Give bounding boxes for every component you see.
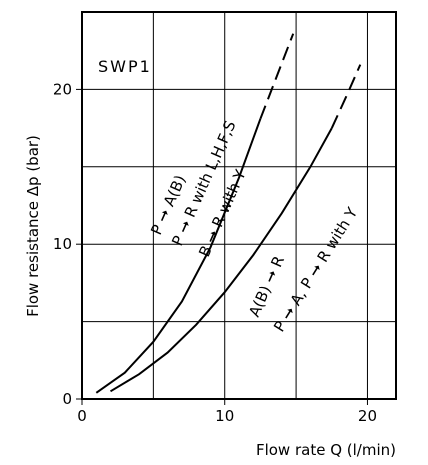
chart-title: SWP1 — [98, 57, 152, 76]
x-axis-label: Flow rate Q (l/min) — [256, 441, 396, 459]
grid — [82, 12, 396, 399]
y-tick-label: 10 — [53, 235, 72, 253]
plot-frame — [81, 11, 397, 400]
y-tick-label: 0 — [62, 390, 72, 408]
x-tick-label: 20 — [358, 407, 377, 425]
y-tick-label: 20 — [53, 80, 72, 98]
curves — [95, 33, 362, 394]
curve-2 — [109, 127, 333, 393]
y-axis-label: Flow resistance Δp (bar) — [24, 135, 42, 317]
curve-2-extension — [330, 64, 362, 129]
x-tick-label: 0 — [77, 407, 87, 425]
ticks: 0 10 20 0 10 20 — [53, 80, 377, 425]
curve-1-extension — [259, 33, 295, 120]
curve-1 — [95, 118, 262, 394]
x-tick-label: 10 — [215, 407, 234, 425]
